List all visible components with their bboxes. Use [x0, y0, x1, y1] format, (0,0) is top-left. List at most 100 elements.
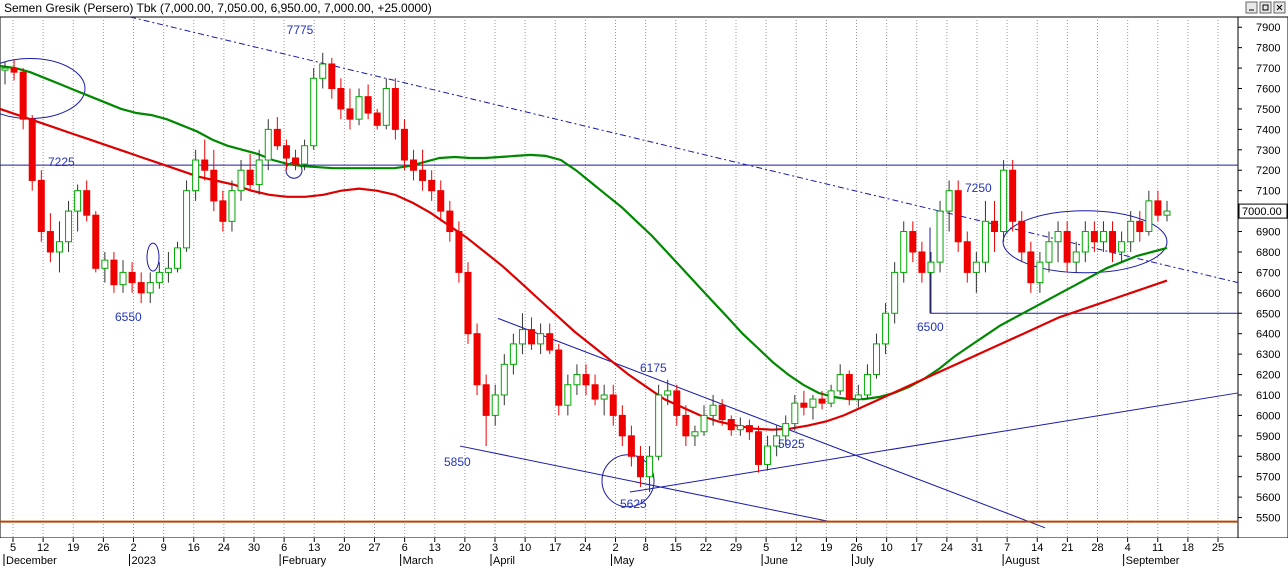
candle-body — [954, 190, 962, 243]
candle-body — [918, 251, 926, 273]
candle-body — [646, 455, 654, 478]
candle-body — [264, 128, 272, 161]
y-tick-label: 6500 — [1256, 308, 1280, 320]
candle-body — [473, 333, 481, 386]
x-tick-label: 24 — [579, 542, 591, 554]
candle-body — [618, 414, 626, 437]
x-tick-label: 26 — [850, 542, 862, 554]
candle-body — [319, 63, 327, 79]
y-tick-label: 5700 — [1256, 472, 1280, 484]
candle-body — [1009, 169, 1017, 222]
y-tick-label: 7100 — [1256, 186, 1280, 198]
month-label: April — [493, 555, 515, 567]
candle-body — [791, 402, 799, 425]
candle-body — [201, 159, 209, 171]
price-annotation: 5625 — [620, 497, 647, 511]
x-tick-label: 13 — [308, 542, 320, 554]
price-annotation: 6500 — [917, 320, 944, 334]
y-tick-label: 6000 — [1256, 410, 1280, 422]
candle-body — [419, 169, 427, 181]
candle-body — [246, 169, 254, 186]
candle-body — [754, 431, 762, 465]
candle-body — [700, 414, 708, 433]
x-tick-label: 24 — [218, 542, 230, 554]
candle-body — [963, 241, 971, 273]
candle-body — [873, 343, 880, 376]
candle-body — [101, 259, 109, 269]
candle-body — [773, 435, 781, 447]
candle-body — [882, 312, 890, 345]
y-tick-label: 6600 — [1256, 288, 1280, 300]
x-tick-label: 2 — [130, 542, 136, 554]
candle-body — [183, 190, 191, 249]
title-bar — [0, 0, 1288, 16]
x-tick-label: 31 — [971, 542, 983, 554]
candle-body — [836, 374, 844, 392]
candle-body — [1000, 169, 1008, 233]
candle-body — [537, 333, 545, 345]
x-axis-labels: 5 12 19 26 2 9 16 24 30 6 13 20 27 6 13 20 3 10 17 24 2 8 15 22… — [3, 538, 1224, 567]
candle-body — [128, 271, 136, 284]
candles — [1, 52, 1171, 493]
candle-body — [1154, 200, 1162, 216]
candle-body — [609, 394, 617, 416]
x-tick-label: 25 — [1212, 542, 1224, 554]
candle-body — [909, 231, 917, 253]
last-price-label: 7000.00 — [1242, 206, 1282, 218]
plot-area — [0, 16, 1239, 539]
candle-body — [655, 394, 663, 457]
y-tick-label: 7300 — [1256, 145, 1280, 157]
x-tick-label: 22 — [700, 542, 712, 554]
candle-body — [664, 390, 672, 396]
window-buttons — [1245, 1, 1286, 14]
candle-body — [437, 190, 445, 212]
window-title: Semen Gresik (Persero) Tbk (7,000.00, 7,… — [4, 1, 432, 15]
y-tick-label: 6200 — [1256, 370, 1280, 382]
candle-body — [709, 404, 717, 416]
x-tick-label: 10 — [881, 542, 893, 554]
candle-body — [282, 145, 290, 159]
candle-body — [573, 374, 581, 386]
candle-body — [936, 210, 944, 263]
annotations: 7775 7225 6550 6175 5850 5625 5925 7250 6500 — [48, 23, 992, 511]
candle-body — [328, 63, 336, 90]
price-annotation: 5850 — [444, 455, 471, 469]
candle-body — [455, 231, 463, 273]
candle-body — [673, 390, 681, 416]
wedge-lower-line — [459, 445, 831, 523]
candle-body — [800, 402, 808, 408]
candle-body — [1109, 231, 1117, 253]
candle-body — [446, 210, 454, 233]
x-tick-label: 16 — [188, 542, 200, 554]
x-tick-label: 17 — [549, 542, 561, 554]
candle-body — [55, 241, 63, 253]
restore-icon[interactable] — [1259, 1, 1272, 14]
y-tick-label: 5600 — [1256, 492, 1280, 504]
x-tick-label: 5 — [763, 542, 769, 554]
y-tick-label: 7200 — [1256, 165, 1280, 177]
candle-body — [1118, 241, 1126, 253]
candle-body — [555, 349, 563, 406]
x-tick-label: 4 — [1125, 542, 1131, 554]
candle-body — [764, 445, 772, 465]
highlight-ellipse-aug — [1002, 210, 1168, 274]
candle-body — [65, 210, 73, 243]
x-tick-label: 27 — [368, 542, 380, 554]
x-tick-label: 12 — [790, 542, 802, 554]
x-tick-label: 19 — [820, 542, 832, 554]
wedge-upper-line — [497, 317, 1046, 529]
y-axis-labels: 5500 5600 5700 5800 5900 6000 6100 6200 6300 6400… — [1238, 22, 1288, 525]
candle-body — [28, 118, 36, 181]
y-tick-label: 6400 — [1256, 329, 1280, 341]
candle-body — [809, 398, 817, 408]
y-tick-label: 5800 — [1256, 451, 1280, 463]
candle-body — [255, 159, 263, 186]
candle-body — [727, 418, 735, 431]
uptrend-line — [629, 392, 1239, 493]
candle-body — [464, 271, 472, 335]
candle-body — [19, 71, 27, 120]
candle-body — [210, 169, 218, 202]
candle-body — [92, 214, 100, 269]
x-tick-label: 29 — [730, 542, 742, 554]
minimize-icon[interactable] — [1245, 1, 1258, 14]
